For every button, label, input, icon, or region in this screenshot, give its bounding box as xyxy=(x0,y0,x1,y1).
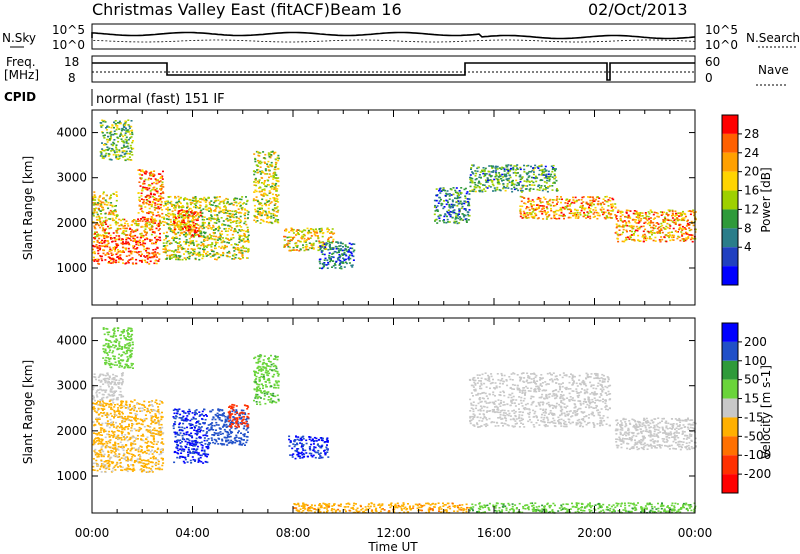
xlabel: Time UT xyxy=(367,540,418,554)
noise-right-label: N.Search xyxy=(746,31,800,45)
colorbar-tick: 8 xyxy=(744,221,752,235)
noise-left-label: N.Sky xyxy=(2,31,36,45)
power-ylabel: Slant Range [km] xyxy=(21,156,35,260)
freq-line xyxy=(92,62,695,81)
velocity-scatter xyxy=(92,327,697,514)
velocity-ylabel: Slant Range [km] xyxy=(21,360,35,464)
station-title: Christmas Valley East (fitACF) xyxy=(92,0,330,19)
power-colorbar-label: Power [dB] xyxy=(759,167,773,232)
data-cell-12 xyxy=(614,209,697,243)
colorbar-tick: -200 xyxy=(744,467,771,481)
velocity-panel: 1000 2000 3000 4000 Slant Range [km] 200 100… xyxy=(21,317,773,514)
xtick-label: 00:00 xyxy=(75,526,110,540)
noise-sky-line xyxy=(91,31,696,40)
data-cell-10 xyxy=(293,502,471,514)
colorbar-tick: 100 xyxy=(744,354,767,368)
colorbar-tick: 4 xyxy=(744,240,752,254)
data-cell-6 xyxy=(172,209,202,238)
freq-tick-18: 18 xyxy=(64,55,79,69)
data-cell-9 xyxy=(614,417,697,451)
colorbar-tick: 16 xyxy=(744,184,759,198)
data-cell-1 xyxy=(92,218,162,238)
colorbar-tick: -50 xyxy=(744,429,764,443)
colorbar-tick: 24 xyxy=(744,146,759,160)
ytick-label: 3000 xyxy=(56,171,87,185)
velocity-axis-ticks: 1000 2000 3000 4000 xyxy=(56,318,696,513)
ytick-label: 4000 xyxy=(56,126,87,140)
cpid-text: normal (fast) 151 IF xyxy=(96,92,225,107)
freq-panel: Freq. [MHz] 18 8 60 0 Nave xyxy=(4,55,789,86)
data-cell-0 xyxy=(92,236,162,265)
data-cell-7 xyxy=(252,150,280,225)
colorbar-tick: 15 xyxy=(744,392,759,406)
power-scatter xyxy=(92,119,697,270)
data-cell-1 xyxy=(92,372,125,401)
xtick-label: 20:00 xyxy=(577,526,612,540)
xtick-label: 16:00 xyxy=(477,526,512,540)
data-cell-7 xyxy=(253,354,280,406)
colorbar-tick: -100 xyxy=(744,448,771,462)
noise-tick-top-right: 10^5 xyxy=(705,23,738,37)
ytick-label: 4000 xyxy=(56,334,87,348)
freq-label-2: [MHz] xyxy=(4,68,39,82)
data-cell-6 xyxy=(288,435,330,460)
power-colorbar: 28 24 20 16 12 8 4 xyxy=(721,114,759,286)
data-cell-9 xyxy=(318,241,356,270)
nave-tick-0: 0 xyxy=(705,71,713,85)
data-cell-3 xyxy=(137,169,165,224)
data-cell-5 xyxy=(227,403,250,428)
xtick-label: 04:00 xyxy=(175,526,210,540)
data-cell-5 xyxy=(162,195,250,261)
colorbar-tick: 20 xyxy=(744,165,759,179)
data-cell-4 xyxy=(99,119,135,162)
velocity-colorbar-label: Velocity [m s-1] xyxy=(759,365,773,459)
data-cell-10 xyxy=(469,164,559,193)
data-cell-3 xyxy=(172,408,210,464)
ytick-label: 3000 xyxy=(56,379,87,393)
noise-panel: N.Sky 10^5 10^0 10^5 10^0 N.Search xyxy=(2,23,800,52)
ytick-label: 2000 xyxy=(56,424,87,438)
freq-label-1: Freq. xyxy=(6,55,36,69)
colorbar-tick: 50 xyxy=(744,373,759,387)
time-axis-labels: 00:00 04:00 08:00 12:00 16:00 20:00 00:00 xyxy=(75,526,713,540)
nave-tick-60: 60 xyxy=(705,55,720,69)
power-axis-ticks: 1000 2000 3000 4000 xyxy=(56,110,696,305)
noise-tick-bottom-right: 10^0 xyxy=(705,38,738,52)
data-cell-2 xyxy=(92,191,119,220)
beam-title: Beam 16 xyxy=(330,0,402,19)
xtick-label: 00:00 xyxy=(678,526,713,540)
freq-tick-8: 8 xyxy=(68,71,76,85)
colorbar-tick: 28 xyxy=(744,127,759,141)
data-cell-8 xyxy=(283,227,336,252)
nave-label: Nave xyxy=(758,63,789,77)
ytick-label: 2000 xyxy=(56,216,87,230)
colorbar-tick: 12 xyxy=(744,202,759,216)
data-cell-8 xyxy=(468,372,612,428)
ytick-label: 1000 xyxy=(56,469,87,483)
velocity-colorbar: 200 100 50 15 -15 -50 -100 -200 xyxy=(721,322,771,494)
colorbar-tick: 200 xyxy=(744,335,767,349)
data-cell-11 xyxy=(519,195,617,220)
xtick-label: 08:00 xyxy=(276,526,311,540)
xtick-label: 12:00 xyxy=(376,526,411,540)
power-panel: 1000 2000 3000 4000 Slant Range [km] 28 24 20… xyxy=(21,109,773,306)
data-cell-11 xyxy=(468,502,697,514)
cpid-label: CPID xyxy=(4,90,36,104)
colorbar-tick: -15 xyxy=(744,410,764,424)
ytick-label: 1000 xyxy=(56,261,87,275)
data-cell-4 xyxy=(207,408,250,446)
data-cell-13 xyxy=(433,187,471,225)
noise-search-line xyxy=(91,39,696,43)
data-cell-2 xyxy=(102,327,134,369)
date-title: 02/Oct/2013 xyxy=(588,0,688,19)
noise-tick-top-left: 10^5 xyxy=(52,23,85,37)
data-cell-0 xyxy=(92,399,165,473)
noise-tick-bottom-left: 10^0 xyxy=(52,38,85,52)
